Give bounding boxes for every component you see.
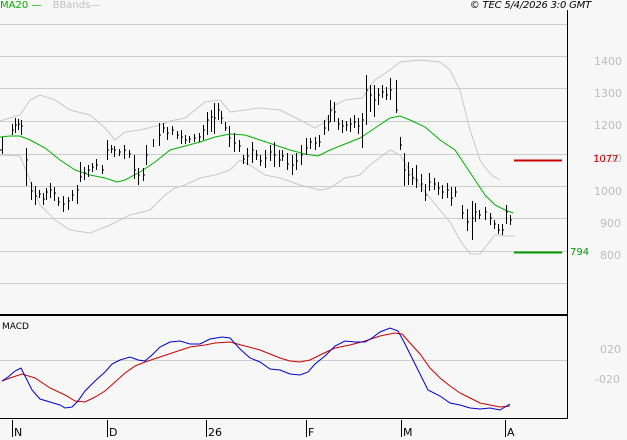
chart-legend: MA20 — BBands— [0,0,100,12]
legend-bbands: BBands [52,0,91,11]
legend-bbands-swatch: — [90,0,101,11]
y-tick-1100: 1100 [594,152,622,165]
copyright-timestamp: © TEC 5/4/2026 3:0 GMT [469,0,591,11]
legend-ma20-swatch: — [28,0,42,11]
y-tick-1000: 1000 [594,185,622,198]
macd-y-tick-neg: -020 [595,373,620,386]
x-tick-label-m: M [403,426,413,439]
ma20-line [0,115,514,214]
macd-line [1,327,511,411]
y-tick-900: 900 [600,217,621,230]
x-tick-label-26: 26 [208,426,222,439]
bbands-upper [0,59,501,181]
legend-ma20: MA20 [0,0,29,11]
y-tick-800: 800 [600,249,621,262]
x-tick-label-n: N [14,426,23,439]
support-label: 794 [570,247,590,258]
y-tick-1200: 1200 [594,119,622,132]
y-tick-1300: 1300 [594,87,622,100]
x-tick-label-f: F [308,426,315,439]
macd-signal-line [1,332,511,408]
price-bars [0,75,512,240]
x-ticks [12,420,506,437]
resistance-label: 1077 [593,154,619,165]
x-tick-label-d: D [109,426,118,439]
x-tick-label-a: A [507,426,515,439]
y-tick-1400: 1400 [594,55,622,68]
price-gridlines [0,24,567,361]
bbands-lower [0,149,515,255]
macd-title: MACD [2,322,29,332]
macd-y-tick-pos: 020 [600,343,621,356]
